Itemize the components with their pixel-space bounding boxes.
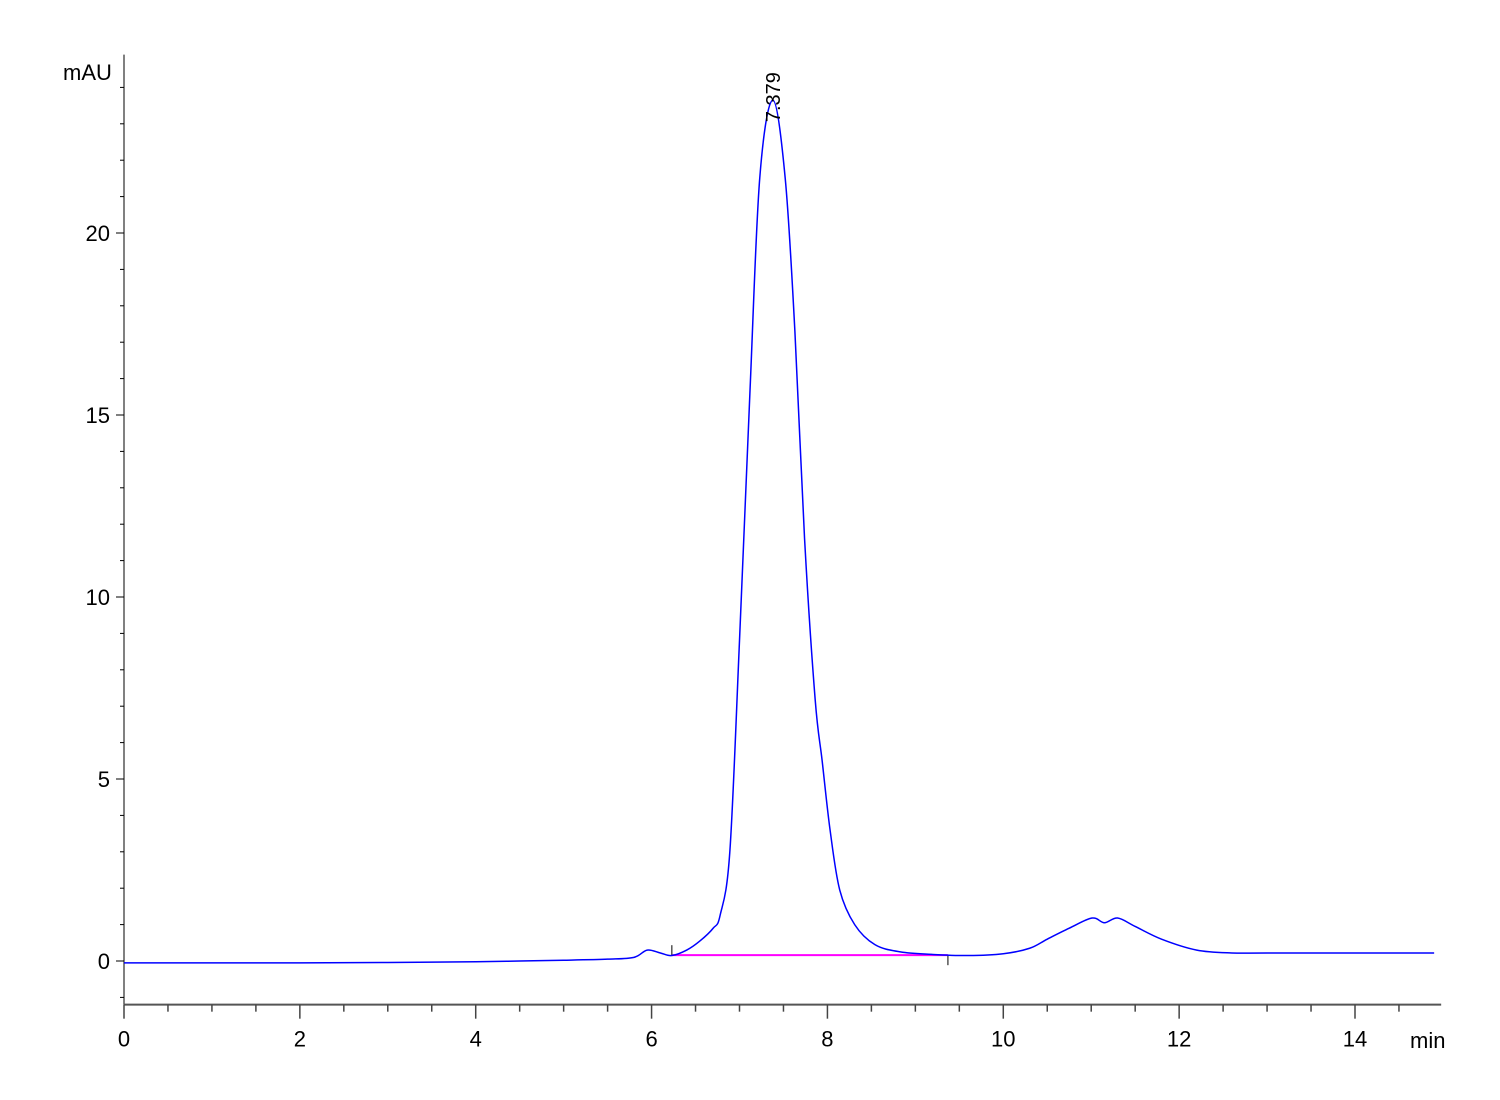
x-tick-label: 10: [991, 1027, 1015, 1052]
y-tick-label: 20: [86, 221, 110, 246]
chromatogram-trace: [124, 99, 1435, 964]
axes: 0 5 10 15 20 0 2 4 6 8 10 12 14: [86, 54, 1442, 1052]
x-tick-label: 2: [294, 1027, 306, 1052]
y-tick-label: 15: [86, 403, 110, 428]
y-tick-label: 5: [98, 767, 110, 792]
y-axis-label: mAU: [63, 60, 112, 85]
x-tick-label: 4: [470, 1027, 482, 1052]
x-tick-label: 6: [645, 1027, 657, 1052]
x-tick-label: 8: [821, 1027, 833, 1052]
x-tick-label: 12: [1167, 1027, 1191, 1052]
x-tick-label: 14: [1343, 1027, 1367, 1052]
x-tick-label: 0: [118, 1027, 130, 1052]
x-axis-label: min: [1410, 1028, 1445, 1053]
peak-retention-label: 7.379: [763, 72, 785, 122]
marks: 7.379: [124, 72, 1435, 966]
y-tick-label: 0: [98, 949, 110, 974]
y-tick-label: 10: [86, 585, 110, 610]
